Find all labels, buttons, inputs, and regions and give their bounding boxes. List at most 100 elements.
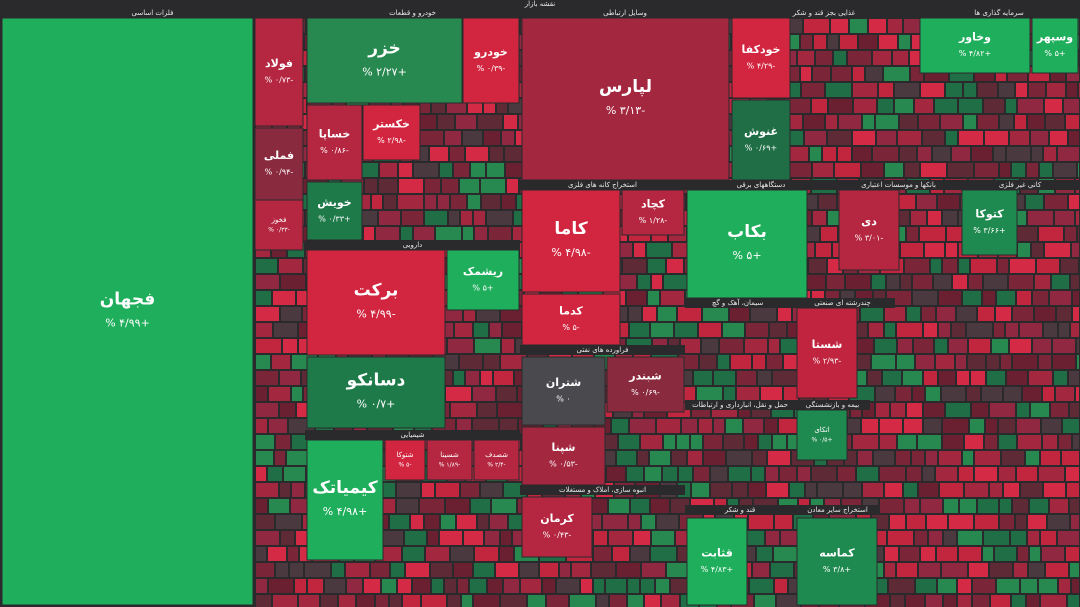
tile (521, 426, 606, 486)
tile-name: خکستر (372, 118, 410, 131)
tile (1014, 563, 1027, 577)
tile-name: شتوکا (396, 451, 413, 459)
tile (460, 179, 479, 193)
tile (456, 115, 476, 129)
tile (1004, 387, 1021, 401)
tile (281, 531, 294, 545)
tile (256, 387, 267, 401)
tile (403, 595, 420, 607)
tile (963, 451, 973, 465)
tile (1056, 387, 1074, 401)
tile (438, 195, 449, 209)
tile (521, 496, 593, 558)
tile-name: شستا (812, 338, 843, 351)
tile (1007, 147, 1030, 161)
tile (975, 451, 1000, 465)
tile (971, 259, 996, 273)
tile (384, 195, 396, 209)
tile (1027, 595, 1039, 607)
tile (425, 179, 440, 193)
tile (937, 307, 955, 321)
tile-name: دی (861, 215, 877, 228)
tile (630, 323, 649, 337)
tile (299, 595, 319, 607)
tile (306, 17, 463, 104)
tile (921, 499, 942, 513)
tile (488, 579, 502, 593)
tile-change: -۰/۳۹ % (477, 64, 506, 73)
tile (925, 243, 944, 257)
tile (946, 131, 957, 145)
tile (466, 371, 479, 385)
tile (256, 403, 278, 417)
tile (1035, 307, 1055, 321)
tile (984, 275, 1007, 289)
tile (256, 579, 267, 593)
map-title: نقشه بازار (524, 0, 556, 8)
tile (474, 323, 488, 337)
tile (1035, 275, 1050, 289)
tile-change: -۰/۶۹ % (631, 388, 660, 397)
tile (834, 51, 846, 65)
tile (872, 355, 895, 369)
tile-change: +۴/۹۸ % (323, 505, 368, 518)
tile-name: کماسه (819, 547, 855, 560)
tile-change: -۴/۹۸ % (551, 246, 590, 259)
tile (1010, 259, 1035, 273)
tile (648, 291, 659, 305)
tile-name: کاما (554, 219, 587, 239)
tile (498, 403, 523, 417)
tile (939, 451, 961, 465)
tile (378, 531, 403, 545)
tile (827, 275, 844, 289)
tile (990, 403, 1015, 417)
tile (926, 595, 942, 607)
sector-header (918, 8, 1080, 18)
tile (422, 483, 434, 497)
tile (846, 275, 870, 289)
tile-name: فملی (264, 149, 294, 162)
tile (840, 35, 857, 49)
tile (897, 355, 914, 369)
tile (679, 467, 692, 481)
tile (913, 291, 937, 305)
tile (873, 51, 891, 65)
sector-name: دستگاههای برقی (737, 180, 786, 189)
tile (952, 323, 965, 337)
tile (964, 115, 976, 129)
tile (990, 563, 1012, 577)
tile (949, 339, 967, 353)
sector-header (520, 180, 685, 190)
tile (731, 99, 791, 181)
tile (274, 323, 297, 337)
tile-change: -۳/۱۳ % (606, 104, 645, 117)
tile (432, 579, 443, 593)
tile (863, 483, 883, 497)
tile (509, 515, 523, 529)
tile (730, 307, 749, 321)
tile (729, 467, 750, 481)
tile (364, 579, 380, 593)
tile (958, 579, 971, 593)
tile (256, 291, 271, 305)
tile (362, 211, 377, 225)
tile (268, 467, 282, 481)
tile-change: ۰ % (556, 395, 570, 404)
tile (896, 387, 911, 401)
tile-change: +۴/۸۲ % (959, 49, 991, 58)
tile (946, 243, 957, 257)
tile (651, 323, 673, 337)
tile (973, 595, 989, 607)
tile (828, 131, 851, 145)
tile (1006, 323, 1018, 337)
tile-change: -۲/۹۳ % (813, 357, 842, 366)
tile (857, 467, 878, 481)
tile (1069, 371, 1079, 385)
sector-header (305, 8, 520, 18)
tile (272, 355, 290, 369)
tile (944, 531, 956, 545)
tile (913, 275, 932, 289)
sector-header (685, 400, 795, 410)
tile (454, 163, 469, 177)
sector-name: شیمیایی (400, 431, 424, 439)
